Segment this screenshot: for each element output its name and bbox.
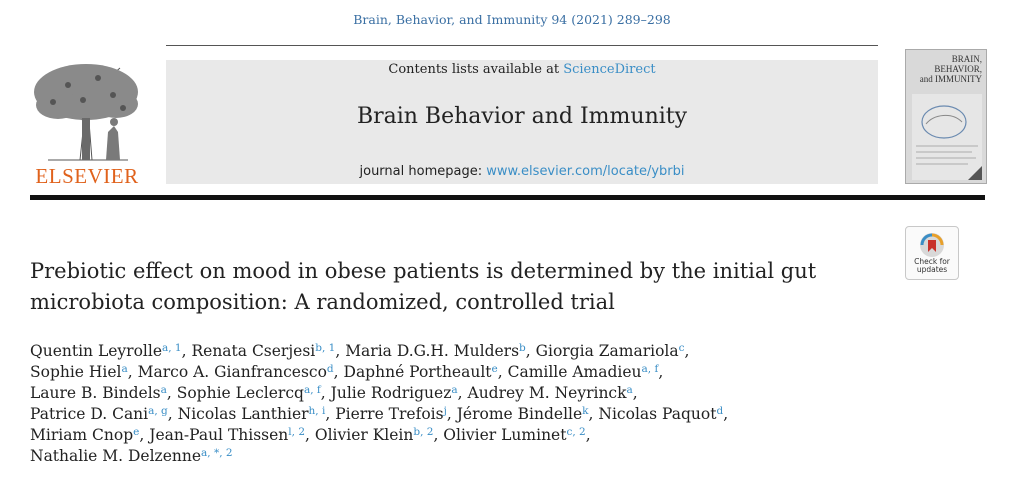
author-name[interactable]: Daphné Portheault (343, 363, 492, 381)
author-separator: , (433, 426, 444, 444)
affiliation-marker[interactable]: j (443, 405, 447, 417)
sciencedirect-link[interactable]: ScienceDirect (563, 62, 656, 77)
affiliation-marker[interactable]: a (451, 384, 458, 396)
author-line: Sophie Hiela, Marco A. Gianfrancescod, D… (30, 362, 930, 383)
cover-title-line: BRAIN, (951, 54, 982, 64)
check-updates-icon (920, 233, 944, 257)
homepage-line: journal homepage: www.elsevier.com/locat… (166, 164, 878, 179)
author-name[interactable]: Pierre Trefois (335, 405, 444, 423)
affiliation-marker[interactable]: c, 2 (566, 426, 586, 438)
affiliation-marker[interactable]: a, f (641, 363, 659, 375)
author-separator: , (167, 405, 178, 423)
journal-title: Brain Behavior and Immunity (356, 104, 688, 129)
author-separator: , (181, 342, 192, 360)
author-name[interactable]: Marco A. Gianfrancesco (137, 363, 327, 381)
affiliation-marker[interactable]: a, f (303, 384, 321, 396)
journal-cover-thumbnail[interactable]: BRAIN, BEHAVIOR, and IMMUNITY (905, 49, 987, 184)
affiliation-marker[interactable]: e (491, 363, 498, 375)
author-separator: , (497, 363, 508, 381)
affiliation-marker[interactable]: a, g (148, 405, 168, 417)
elsevier-wordmark: ELSEVIER (35, 164, 139, 188)
affiliation-marker[interactable]: d (716, 405, 724, 417)
affiliation-marker[interactable]: a (160, 384, 167, 396)
affiliation-marker[interactable]: e (133, 426, 140, 438)
author-separator: , (525, 342, 536, 360)
author-name[interactable]: Patrice D. Cani (30, 405, 149, 423)
affiliation-marker[interactable]: l, 2 (288, 426, 305, 438)
author-name[interactable]: Olivier Klein (314, 426, 414, 444)
author-line: Laure B. Bindelsa, Sophie Leclercqa, f, … (30, 383, 930, 404)
homepage-prefix: journal homepage: (359, 164, 487, 179)
affiliation-marker[interactable]: a, *, 2 (201, 447, 233, 459)
author-separator: , (723, 405, 729, 423)
author-separator: , (588, 405, 599, 423)
author-name[interactable]: Audrey M. Neyrinck (467, 384, 627, 402)
author-separator: , (335, 342, 346, 360)
author-name[interactable]: Laure B. Bindels (30, 384, 161, 402)
journal-citation[interactable]: Brain, Behavior, and Immunity 94 (2021) … (0, 12, 1024, 27)
affiliation-marker[interactable]: b, 2 (413, 426, 434, 438)
author-name[interactable]: Maria D.G.H. Mulders (345, 342, 520, 360)
author-name[interactable]: Nicolas Paquot (598, 405, 717, 423)
check-updates-line1: Check for (914, 257, 950, 266)
author-name[interactable]: Sophie Hiel (30, 363, 122, 381)
journal-banner: Contents lists available at ScienceDirec… (166, 60, 878, 184)
author-name[interactable]: Quentin Leyrolle (30, 342, 162, 360)
author-name[interactable]: Miriam Cnop (30, 426, 134, 444)
cover-title: BRAIN, BEHAVIOR, and IMMUNITY (920, 54, 982, 84)
author-name[interactable]: Jérome Bindelle (456, 405, 583, 423)
author-name[interactable]: Sophie Leclercq (176, 384, 304, 402)
author-separator: , (684, 342, 690, 360)
author-separator: , (446, 405, 457, 423)
author-name[interactable]: Olivier Luminet (443, 426, 567, 444)
check-for-updates-badge[interactable]: Check for updates (905, 226, 959, 280)
author-separator: , (333, 363, 344, 381)
header-divider (30, 195, 985, 200)
citation-text[interactable]: Brain, Behavior, and Immunity 94 (2021) … (353, 12, 671, 27)
affiliation-marker[interactable]: c (678, 342, 685, 354)
cover-title-line: BEHAVIOR, (934, 64, 982, 74)
homepage-link[interactable]: www.elsevier.com/locate/ybrbi (486, 164, 685, 179)
author-name[interactable]: Jean-Paul Thissen (149, 426, 289, 444)
contents-prefix: Contents lists available at (388, 62, 564, 77)
author-line: Nathalie M. Delzennea, *, 2 (30, 446, 930, 467)
author-separator: , (457, 384, 468, 402)
affiliation-marker[interactable]: d (326, 363, 334, 375)
author-list: Quentin Leyrollea, 1, Renata Cserjesib, … (30, 341, 930, 467)
cover-title-line: and IMMUNITY (919, 74, 982, 84)
author-name[interactable]: Giorgia Zamariola (535, 342, 679, 360)
author-line: Patrice D. Cania, g, Nicolas Lanthierh, … (30, 404, 930, 425)
affiliation-marker[interactable]: a (121, 363, 128, 375)
author-separator: , (139, 426, 150, 444)
header-rule (166, 45, 878, 46)
author-separator: , (127, 363, 138, 381)
affiliation-marker[interactable]: a, 1 (162, 342, 182, 354)
author-line: Miriam Cnope, Jean-Paul Thissenl, 2, Oli… (30, 425, 930, 446)
author-separator: , (320, 384, 331, 402)
elsevier-logo[interactable]: ELSEVIER (28, 60, 146, 188)
affiliation-marker[interactable]: a (626, 384, 633, 396)
affiliation-marker[interactable]: k (582, 405, 589, 417)
author-separator: , (585, 426, 591, 444)
elsevier-tree-icon (34, 64, 138, 161)
author-separator: , (632, 384, 638, 402)
author-name[interactable]: Nicolas Lanthier (177, 405, 309, 423)
author-separator: , (166, 384, 177, 402)
author-name[interactable]: Camille Amadieu (507, 363, 642, 381)
author-name[interactable]: Nathalie M. Delzenne (30, 447, 202, 465)
author-line: Quentin Leyrollea, 1, Renata Cserjesib, … (30, 341, 930, 362)
affiliation-marker[interactable]: b, 1 (315, 342, 336, 354)
author-separator: , (305, 426, 315, 444)
author-separator: , (658, 363, 664, 381)
contents-line: Contents lists available at ScienceDirec… (166, 62, 878, 77)
cover-art-icon (912, 94, 982, 180)
author-separator: , (325, 405, 336, 423)
author-name[interactable]: Renata Cserjesi (191, 342, 316, 360)
affiliation-marker[interactable]: b (519, 342, 526, 354)
author-name[interactable]: Julie Rodriguez (330, 384, 452, 402)
article-title: Prebiotic effect on mood in obese patien… (30, 259, 817, 314)
check-updates-line2: updates (916, 265, 948, 274)
affiliation-marker[interactable]: h, i (308, 405, 326, 417)
